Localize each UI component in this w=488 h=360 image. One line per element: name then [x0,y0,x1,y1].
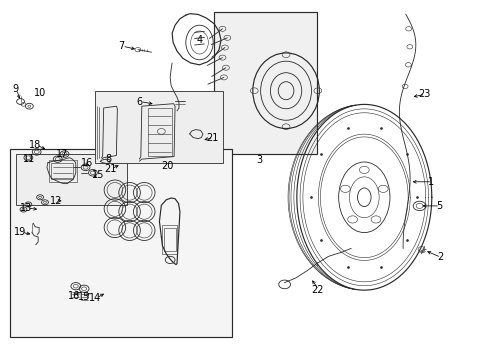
Text: 22: 22 [311,285,324,295]
Text: 17: 17 [56,149,69,159]
Text: 21: 21 [206,132,219,143]
Bar [95,91,223,163]
Text: 6: 6 [136,96,142,107]
Bar [16,154,127,205]
Text: 2: 2 [436,252,442,262]
Bar [162,225,177,254]
Text: 13: 13 [20,203,32,213]
Text: 12: 12 [50,196,62,206]
Text: 3: 3 [256,155,262,165]
Text: 10: 10 [34,88,46,98]
Text: 16: 16 [81,158,93,168]
Text: 15: 15 [78,292,90,302]
Text: 1: 1 [427,177,433,187]
Text: 14: 14 [89,293,102,303]
Bar [10,149,232,337]
Text: 18: 18 [29,140,41,150]
Text: 5: 5 [435,201,441,211]
Bar [147,108,172,156]
Text: 16: 16 [68,291,81,301]
Text: 15: 15 [91,170,104,180]
Text: 4: 4 [196,35,202,45]
Bar [51,163,73,179]
Text: 21: 21 [103,164,116,174]
Bar [163,228,175,251]
Text: 20: 20 [161,161,173,171]
Text: 19: 19 [14,227,27,237]
Text: 9: 9 [13,84,19,94]
Text: 8: 8 [105,154,111,164]
Text: 23: 23 [417,89,430,99]
Bar [49,160,77,182]
Text: 11: 11 [23,154,36,164]
Bar [214,12,316,154]
Text: 7: 7 [118,41,124,51]
